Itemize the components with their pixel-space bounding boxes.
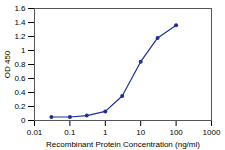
svg-text:10: 10 xyxy=(136,128,145,137)
svg-text:0.2: 0.2 xyxy=(14,102,26,111)
svg-text:0.1: 0.1 xyxy=(64,128,76,137)
svg-text:Recombinant Protein Concentrat: Recombinant Protein Concentration (ng/ml… xyxy=(46,140,200,149)
svg-text:1000: 1000 xyxy=(203,128,221,137)
svg-text:0.01: 0.01 xyxy=(27,128,43,137)
svg-text:0.6: 0.6 xyxy=(14,74,26,83)
svg-text:0.8: 0.8 xyxy=(14,60,26,69)
svg-text:100: 100 xyxy=(169,128,183,137)
svg-text:0: 0 xyxy=(21,116,26,125)
svg-text:OD 450: OD 450 xyxy=(3,50,12,78)
svg-text:1.4: 1.4 xyxy=(14,18,26,27)
svg-text:1.6: 1.6 xyxy=(14,4,26,13)
svg-text:1: 1 xyxy=(103,128,108,137)
svg-text:1: 1 xyxy=(21,46,26,55)
svg-text:0.4: 0.4 xyxy=(14,88,26,97)
svg-text:1.2: 1.2 xyxy=(14,32,26,41)
